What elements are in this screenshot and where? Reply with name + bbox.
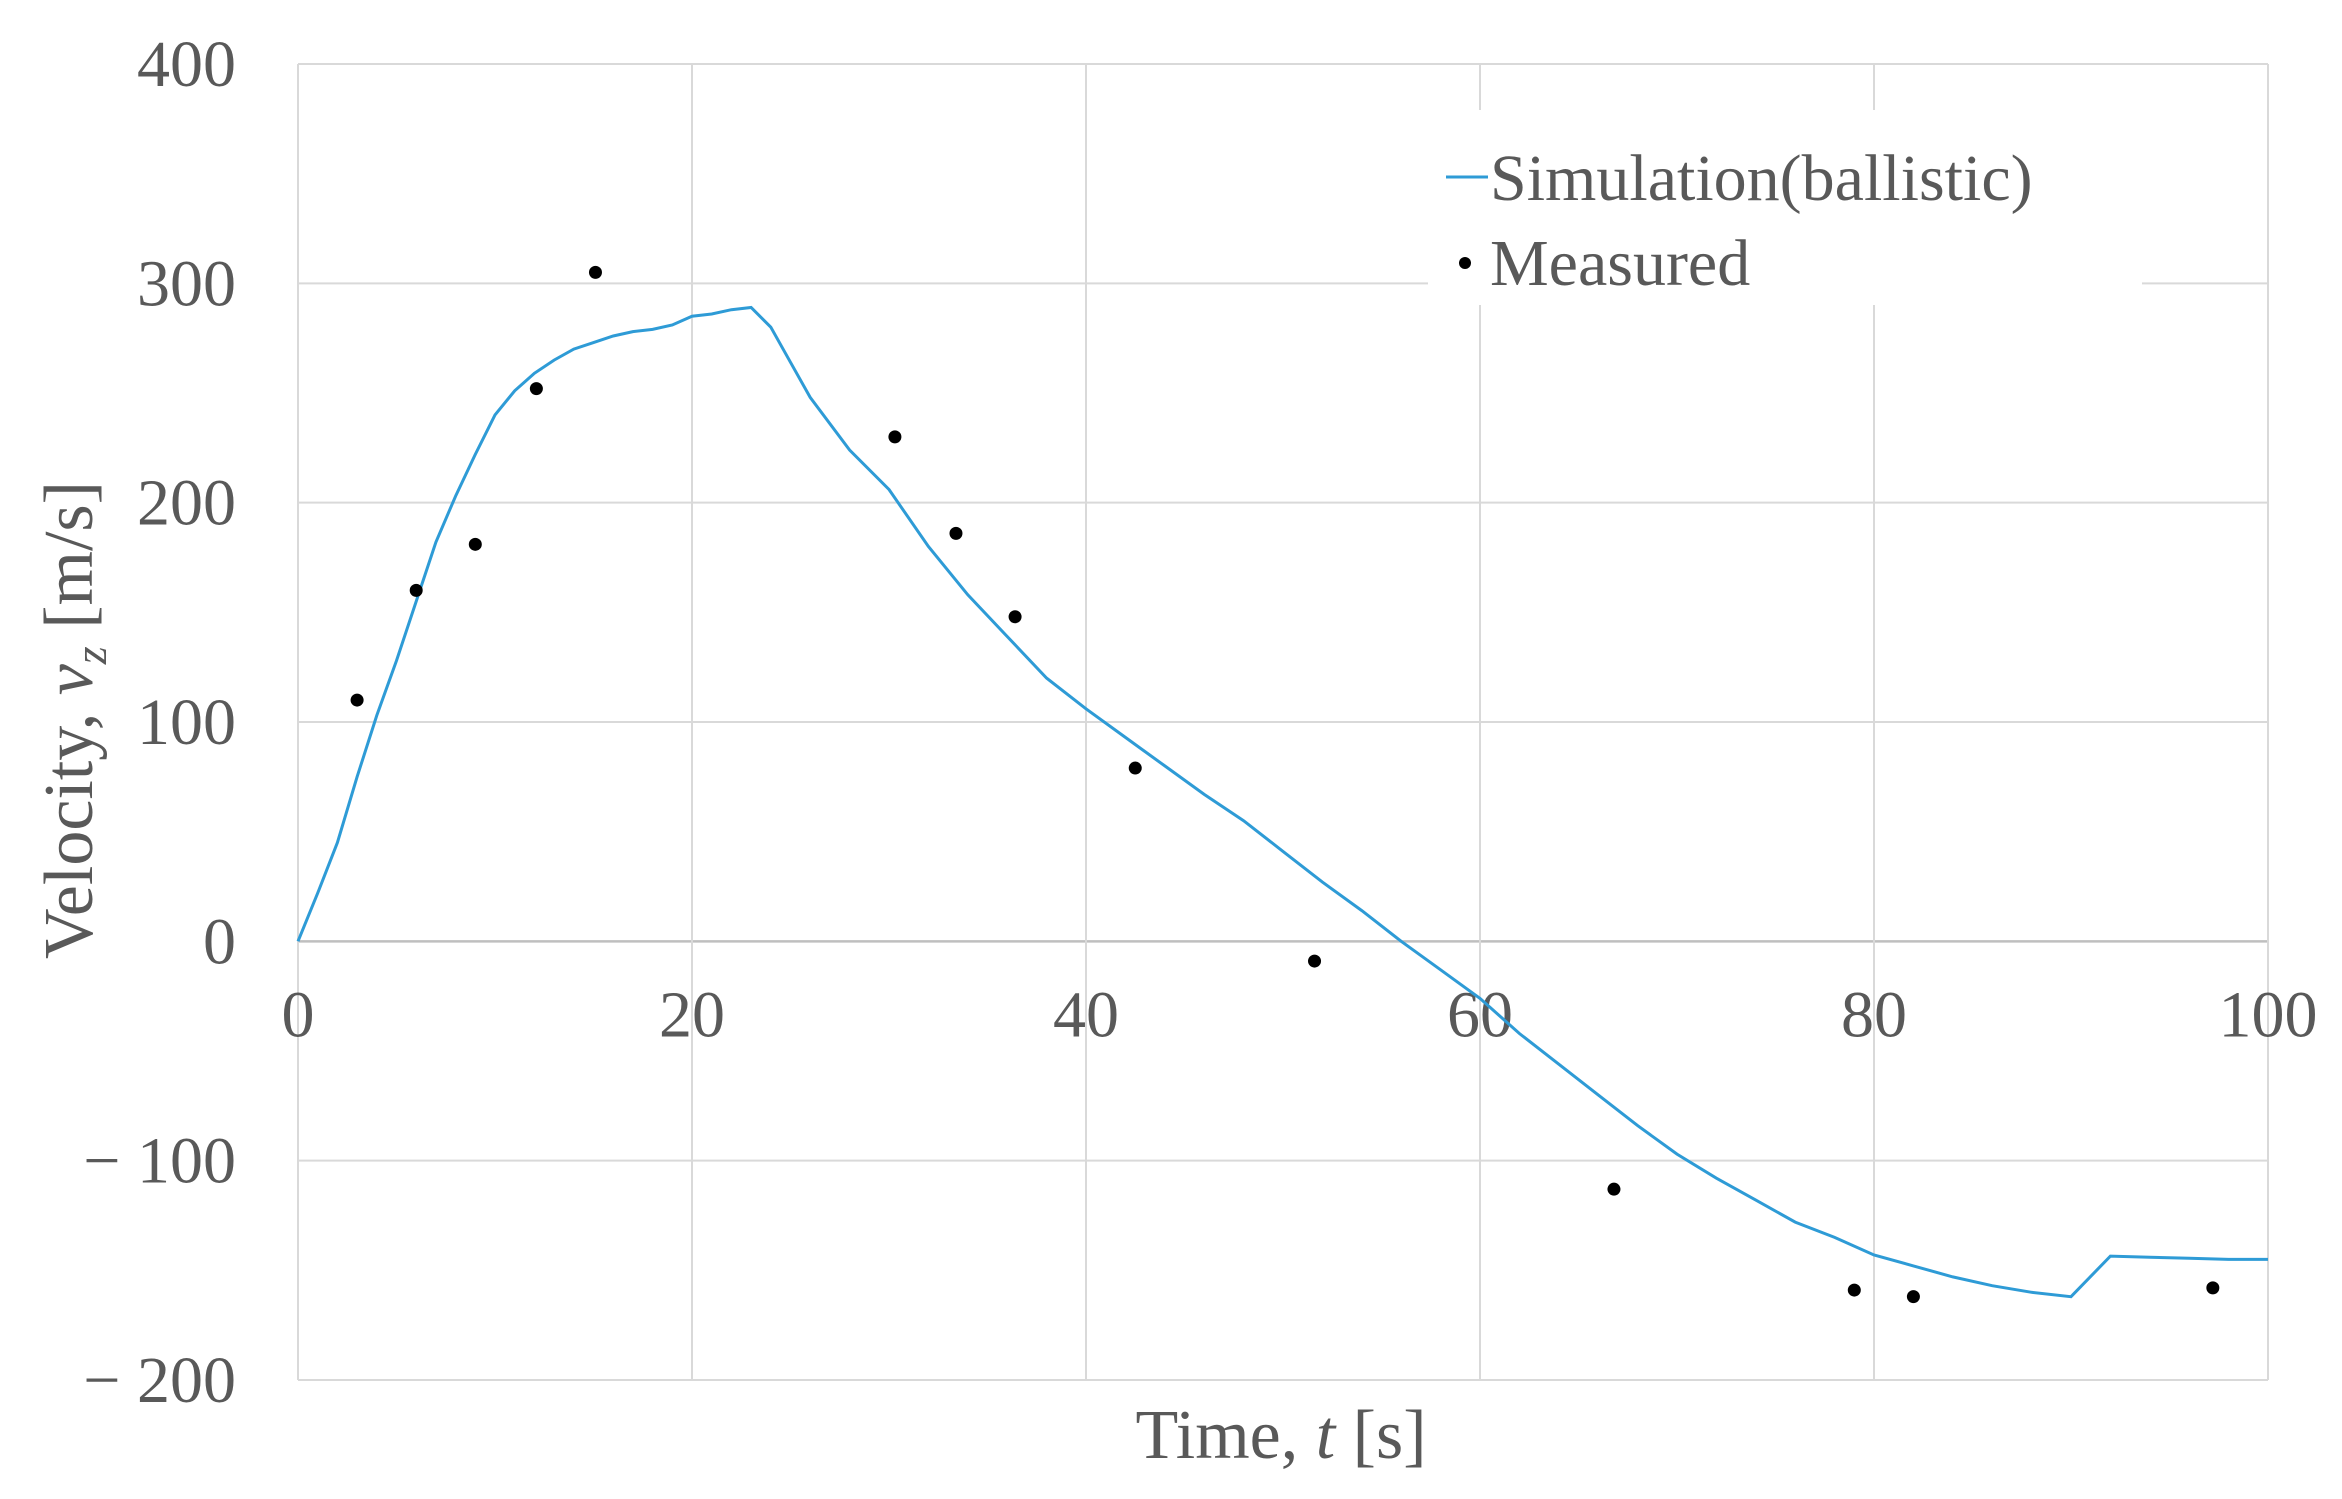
- y-axis-title-suffix: [m/s]: [31, 481, 108, 646]
- x-axis-title: Time, t [s]: [1135, 1397, 1426, 1474]
- legend-measured-swatch: [1459, 257, 1471, 269]
- x-tick-label: 20: [659, 978, 725, 1051]
- y-tick-label: − 200: [83, 1344, 236, 1417]
- x-tick-label: 0: [282, 978, 315, 1051]
- x-axis-title-prefix: Time,: [1135, 1397, 1315, 1474]
- legend-background: [1428, 110, 2142, 305]
- y-axis-title-prefix: Velocity,: [31, 695, 108, 959]
- measured-series-points: [350, 265, 2220, 1304]
- measured-point: [350, 693, 364, 707]
- legend-measured-label: Measured: [1490, 227, 1750, 300]
- y-tick-label: 100: [137, 686, 236, 759]
- y-axis-title: Velocity, vz [m/s]: [31, 481, 116, 959]
- measured-point: [529, 382, 543, 396]
- tick-labels: 400 300 200 100 0 − 100 − 200 0 20 40 60 80 100: [83, 28, 2317, 1417]
- x-tick-label: 100: [2219, 978, 2318, 1051]
- measured-point: [1008, 610, 1022, 624]
- legend-simulation-label: Simulation(ballistic): [1490, 142, 2033, 215]
- measured-point: [468, 537, 482, 551]
- y-tick-label: 200: [137, 467, 236, 540]
- y-tick-label: 400: [137, 28, 236, 101]
- y-axis-title-sub: z: [65, 646, 116, 665]
- x-axis-title-var: t: [1316, 1397, 1337, 1474]
- legend: Simulation(ballistic) Measured: [1428, 110, 2142, 305]
- measured-point: [888, 430, 902, 444]
- measured-point: [1607, 1182, 1621, 1196]
- y-tick-label: 0: [203, 905, 236, 978]
- y-tick-label: − 100: [83, 1125, 236, 1198]
- measured-point: [1308, 954, 1322, 968]
- measured-point: [1906, 1290, 1920, 1304]
- x-tick-label: 40: [1053, 978, 1119, 1051]
- measured-point: [949, 526, 963, 540]
- y-axis-title-var: v: [31, 663, 108, 695]
- x-axis-title-suffix: [s]: [1335, 1397, 1426, 1474]
- x-tick-label: 80: [1841, 978, 1907, 1051]
- measured-point: [2206, 1281, 2220, 1295]
- measured-point: [588, 265, 602, 279]
- measured-point: [1128, 761, 1142, 775]
- measured-point: [409, 583, 423, 597]
- simulation-series-line: [296, 305, 2268, 1299]
- y-tick-label: 300: [137, 247, 236, 320]
- measured-point: [1847, 1283, 1861, 1297]
- x-tick-label: 60: [1447, 978, 1513, 1051]
